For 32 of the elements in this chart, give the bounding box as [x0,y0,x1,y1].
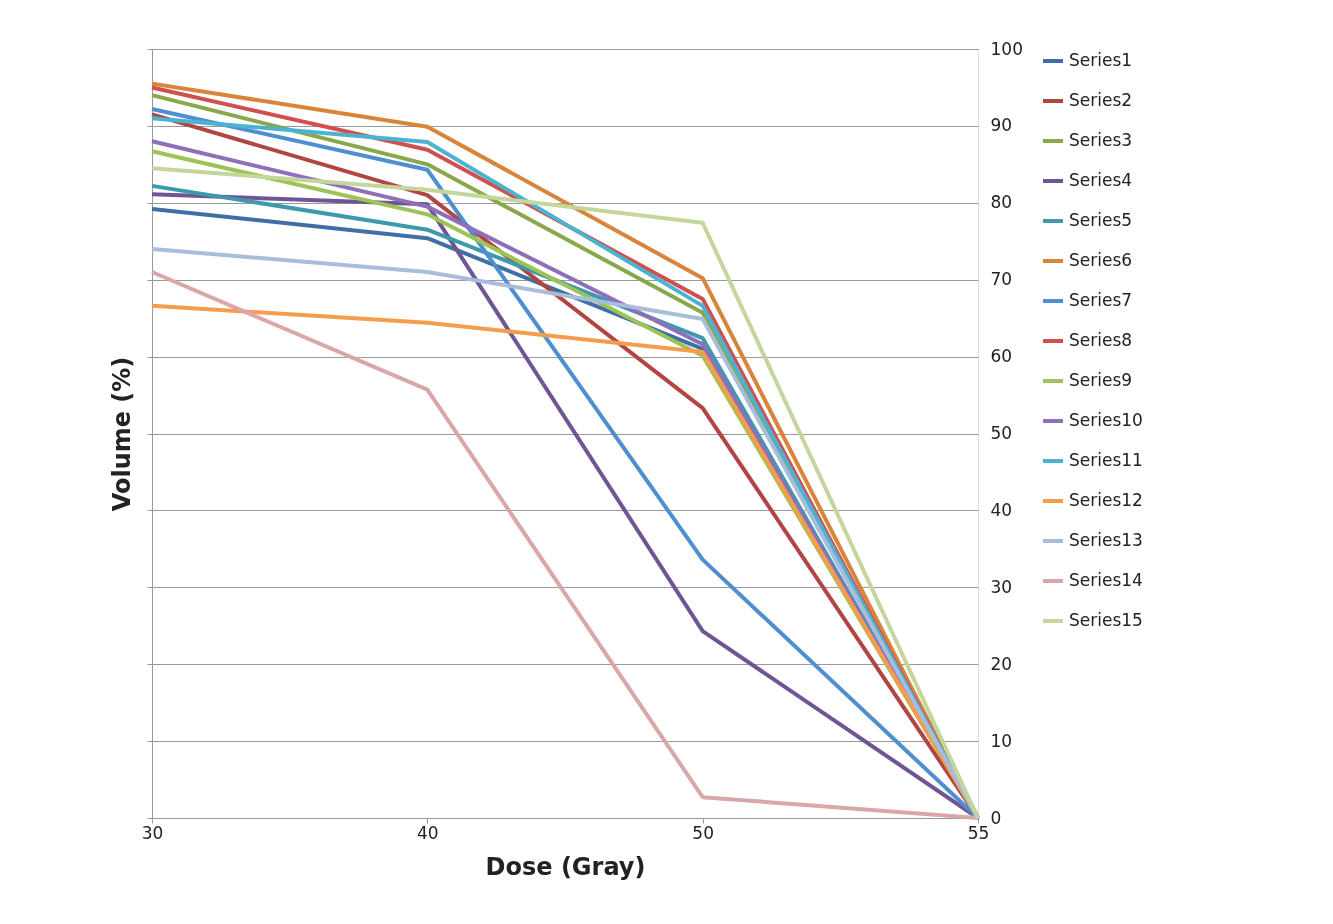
legend-label: Series7 [1069,290,1133,310]
legend-label: Series10 [1069,410,1143,430]
y-tick-label: 90 [990,115,1013,136]
y-tick-label: 50 [990,423,1013,443]
y-tick-label: 10 [990,730,1013,751]
legend-label: Series3 [1069,130,1133,150]
legend-label: Series15 [1069,610,1143,630]
x-tick-label: 40 [417,822,439,843]
y-axis-title: Volume (%) [108,356,136,512]
x-tick-label: 55 [967,822,990,843]
y-tick-label: 40 [990,499,1013,520]
legend-label: Series12 [1069,490,1143,510]
legend-label: Series14 [1069,570,1143,590]
legend-label: Series2 [1069,90,1133,110]
y-tick-label: 100 [990,38,1023,59]
y-tick-label: 70 [990,269,1013,290]
y-tick-label: 30 [990,576,1013,597]
legend-label: Series4 [1069,170,1133,190]
legend-label: Series8 [1069,330,1133,350]
y-tick-label: 80 [990,192,1013,213]
legend-label: Series9 [1069,370,1133,390]
legend-label: Series5 [1069,210,1133,230]
y-tick-label: 60 [990,346,1013,367]
legend-label: Series6 [1069,250,1133,270]
x-tick-label: 30 [141,822,164,843]
legend-label: Series13 [1069,530,1143,550]
x-tick-label: 50 [692,822,714,843]
legend-label: Series11 [1069,450,1143,470]
x-axis-title: Dose (Gray) [485,852,646,881]
y-tick-label: 0 [990,807,1002,828]
y-tick-label: 20 [990,653,1013,674]
legend-label: Series1 [1069,50,1133,70]
